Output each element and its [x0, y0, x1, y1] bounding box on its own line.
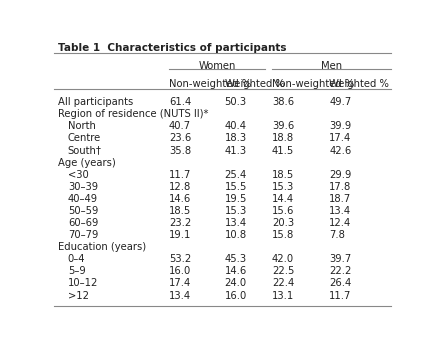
Text: 39.9: 39.9: [329, 121, 351, 131]
Text: 10–12: 10–12: [68, 278, 98, 288]
Text: 15.3: 15.3: [271, 182, 293, 192]
Text: 17.4: 17.4: [168, 278, 191, 288]
Text: 15.8: 15.8: [271, 230, 293, 240]
Text: 5–9: 5–9: [68, 266, 85, 276]
Text: All participants: All participants: [58, 97, 133, 107]
Text: 22.4: 22.4: [271, 278, 293, 288]
Text: Non-weighted %: Non-weighted %: [271, 79, 353, 89]
Text: 60–69: 60–69: [68, 218, 98, 228]
Text: Weighted %: Weighted %: [329, 79, 388, 89]
Text: 19.1: 19.1: [168, 230, 191, 240]
Text: 7.8: 7.8: [329, 230, 344, 240]
Text: 39.7: 39.7: [329, 254, 351, 264]
Text: 41.5: 41.5: [271, 146, 293, 156]
Text: 17.4: 17.4: [329, 134, 351, 144]
Text: South†: South†: [68, 146, 102, 156]
Text: 30–39: 30–39: [68, 182, 98, 192]
Text: Region of residence (NUTS II)*: Region of residence (NUTS II)*: [58, 109, 208, 119]
Text: 38.6: 38.6: [271, 97, 293, 107]
Text: 26.4: 26.4: [329, 278, 351, 288]
Text: 50–59: 50–59: [68, 206, 98, 216]
Text: Non-weighted %: Non-weighted %: [168, 79, 251, 89]
Text: 50.3: 50.3: [224, 97, 246, 107]
Text: Table 1  Characteristics of participants: Table 1 Characteristics of participants: [58, 43, 286, 53]
Text: 12.8: 12.8: [168, 182, 191, 192]
Text: 13.4: 13.4: [329, 206, 350, 216]
Text: 22.5: 22.5: [271, 266, 293, 276]
Text: 18.8: 18.8: [271, 134, 293, 144]
Text: 18.5: 18.5: [271, 170, 293, 180]
Text: 17.8: 17.8: [329, 182, 351, 192]
Text: 12.4: 12.4: [329, 218, 351, 228]
Text: 11.7: 11.7: [329, 290, 351, 300]
Text: 42.6: 42.6: [329, 146, 351, 156]
Text: Education (years): Education (years): [58, 242, 145, 252]
Text: 24.0: 24.0: [224, 278, 246, 288]
Text: 18.5: 18.5: [168, 206, 191, 216]
Text: Age (years): Age (years): [58, 158, 115, 168]
Text: 61.4: 61.4: [168, 97, 191, 107]
Text: 70–79: 70–79: [68, 230, 98, 240]
Text: 18.7: 18.7: [329, 194, 351, 204]
Text: 23.2: 23.2: [168, 218, 191, 228]
Text: 23.6: 23.6: [168, 134, 191, 144]
Text: Women: Women: [198, 61, 235, 71]
Text: 18.3: 18.3: [224, 134, 246, 144]
Text: Weighted %: Weighted %: [224, 79, 284, 89]
Text: Centre: Centre: [68, 134, 101, 144]
Text: 53.2: 53.2: [168, 254, 191, 264]
Text: >12: >12: [68, 290, 89, 300]
Text: 15.6: 15.6: [271, 206, 293, 216]
Text: 0–4: 0–4: [68, 254, 85, 264]
Text: 40.4: 40.4: [224, 121, 246, 131]
Text: 16.0: 16.0: [224, 290, 247, 300]
Text: 13.4: 13.4: [224, 218, 246, 228]
Text: 14.6: 14.6: [168, 194, 191, 204]
Text: 25.4: 25.4: [224, 170, 247, 180]
Text: 40–49: 40–49: [68, 194, 98, 204]
Text: 10.8: 10.8: [224, 230, 246, 240]
Text: 22.2: 22.2: [329, 266, 351, 276]
Text: 14.6: 14.6: [224, 266, 247, 276]
Text: 11.7: 11.7: [168, 170, 191, 180]
Text: 19.5: 19.5: [224, 194, 247, 204]
Text: North: North: [68, 121, 95, 131]
Text: 40.7: 40.7: [168, 121, 191, 131]
Text: 14.4: 14.4: [271, 194, 293, 204]
Text: 42.0: 42.0: [271, 254, 293, 264]
Text: Men: Men: [320, 61, 342, 71]
Text: 20.3: 20.3: [271, 218, 293, 228]
Text: 13.1: 13.1: [271, 290, 293, 300]
Text: 49.7: 49.7: [329, 97, 351, 107]
Text: 13.4: 13.4: [168, 290, 191, 300]
Text: 29.9: 29.9: [329, 170, 351, 180]
Text: 16.0: 16.0: [168, 266, 191, 276]
Text: 15.5: 15.5: [224, 182, 247, 192]
Text: <30: <30: [68, 170, 89, 180]
Text: 39.6: 39.6: [271, 121, 293, 131]
Text: 41.3: 41.3: [224, 146, 246, 156]
Text: 15.3: 15.3: [224, 206, 247, 216]
Text: 45.3: 45.3: [224, 254, 246, 264]
Text: 35.8: 35.8: [168, 146, 191, 156]
